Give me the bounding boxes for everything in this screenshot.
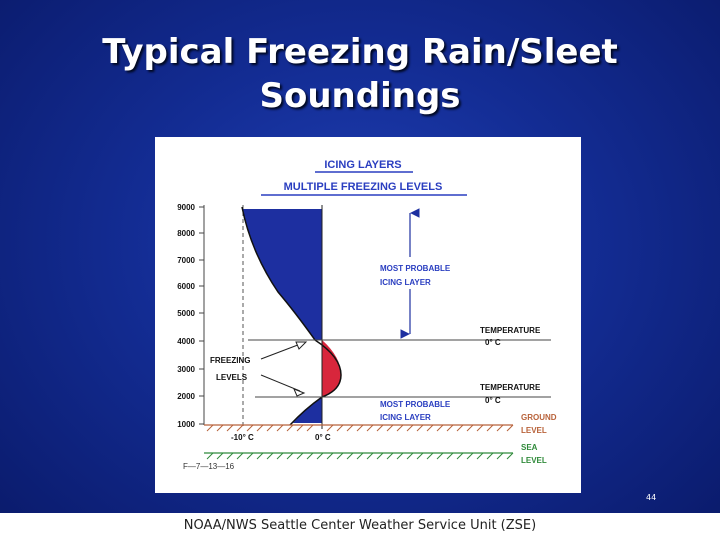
- title-line-1: Typical Freezing Rain/Sleet: [102, 32, 618, 72]
- freezing-levels-line1: FREEZING: [210, 356, 250, 365]
- footer-bar: NOAA/NWS Seattle Center Weather Service …: [0, 513, 720, 540]
- sea-hatching: [206, 452, 514, 460]
- warm-layer-area: [322, 340, 341, 397]
- upper-icing-area: [242, 209, 322, 340]
- altitude-label-6000: 6000: [177, 282, 195, 291]
- altitude-label-8000: 8000: [177, 229, 195, 238]
- diagram-header-2: MULTIPLE FREEZING LEVELS: [284, 181, 443, 193]
- freezing-levels-line2: LEVELS: [216, 373, 248, 382]
- sea-level-line1: SEA: [521, 443, 538, 452]
- altitude-label-7000: 7000: [177, 256, 195, 265]
- most-probable-upper-line1: MOST PROBABLE: [380, 264, 451, 273]
- altitude-label-1000: 1000: [177, 420, 195, 429]
- sea-level-line2: LEVEL: [521, 456, 547, 465]
- ground-hatching: [206, 424, 514, 432]
- altitude-label-4000: 4000: [177, 337, 195, 346]
- lower-icing-area: [293, 397, 322, 423]
- temperature-upper-line1: TEMPERATURE: [480, 326, 541, 335]
- temperature-lower-line1: TEMPERATURE: [480, 383, 541, 392]
- figure-id: F—7—13—16: [183, 462, 235, 471]
- most-probable-lower-line1: MOST PROBABLE: [380, 400, 451, 409]
- altitude-label-5000: 5000: [177, 309, 195, 318]
- minus10-label: -10° C: [231, 433, 254, 442]
- footer-text: NOAA/NWS Seattle Center Weather Service …: [183, 518, 537, 533]
- temperature-upper-line2: 0° C: [485, 338, 501, 347]
- temperature-profile-curve: [241, 206, 342, 426]
- ground-level-line1: GROUND: [521, 413, 557, 422]
- freezing-level-arrows: [260, 341, 308, 397]
- altitude-tick-marks: [199, 206, 204, 425]
- most-probable-lower-line2: ICING LAYER: [380, 413, 431, 422]
- slide-number: 44: [646, 493, 657, 502]
- altitude-label-9000: 9000: [177, 203, 195, 212]
- ground-level-line2: LEVEL: [521, 426, 547, 435]
- zero-label: 0° C: [315, 433, 331, 442]
- altitude-label-2000: 2000: [177, 392, 195, 401]
- temperature-lower-line2: 0° C: [485, 396, 501, 405]
- slide-title: Typical Freezing Rain/Sleet Soundings: [0, 30, 720, 118]
- most-probable-upper-line2: ICING LAYER: [380, 278, 431, 287]
- diagram-header-1: ICING LAYERS: [324, 159, 401, 171]
- altitude-label-3000: 3000: [177, 365, 195, 374]
- title-line-2: Soundings: [259, 76, 461, 116]
- icing-layers-diagram: ICING LAYERS MULTIPLE FREEZING LEVELS 90…: [155, 137, 581, 493]
